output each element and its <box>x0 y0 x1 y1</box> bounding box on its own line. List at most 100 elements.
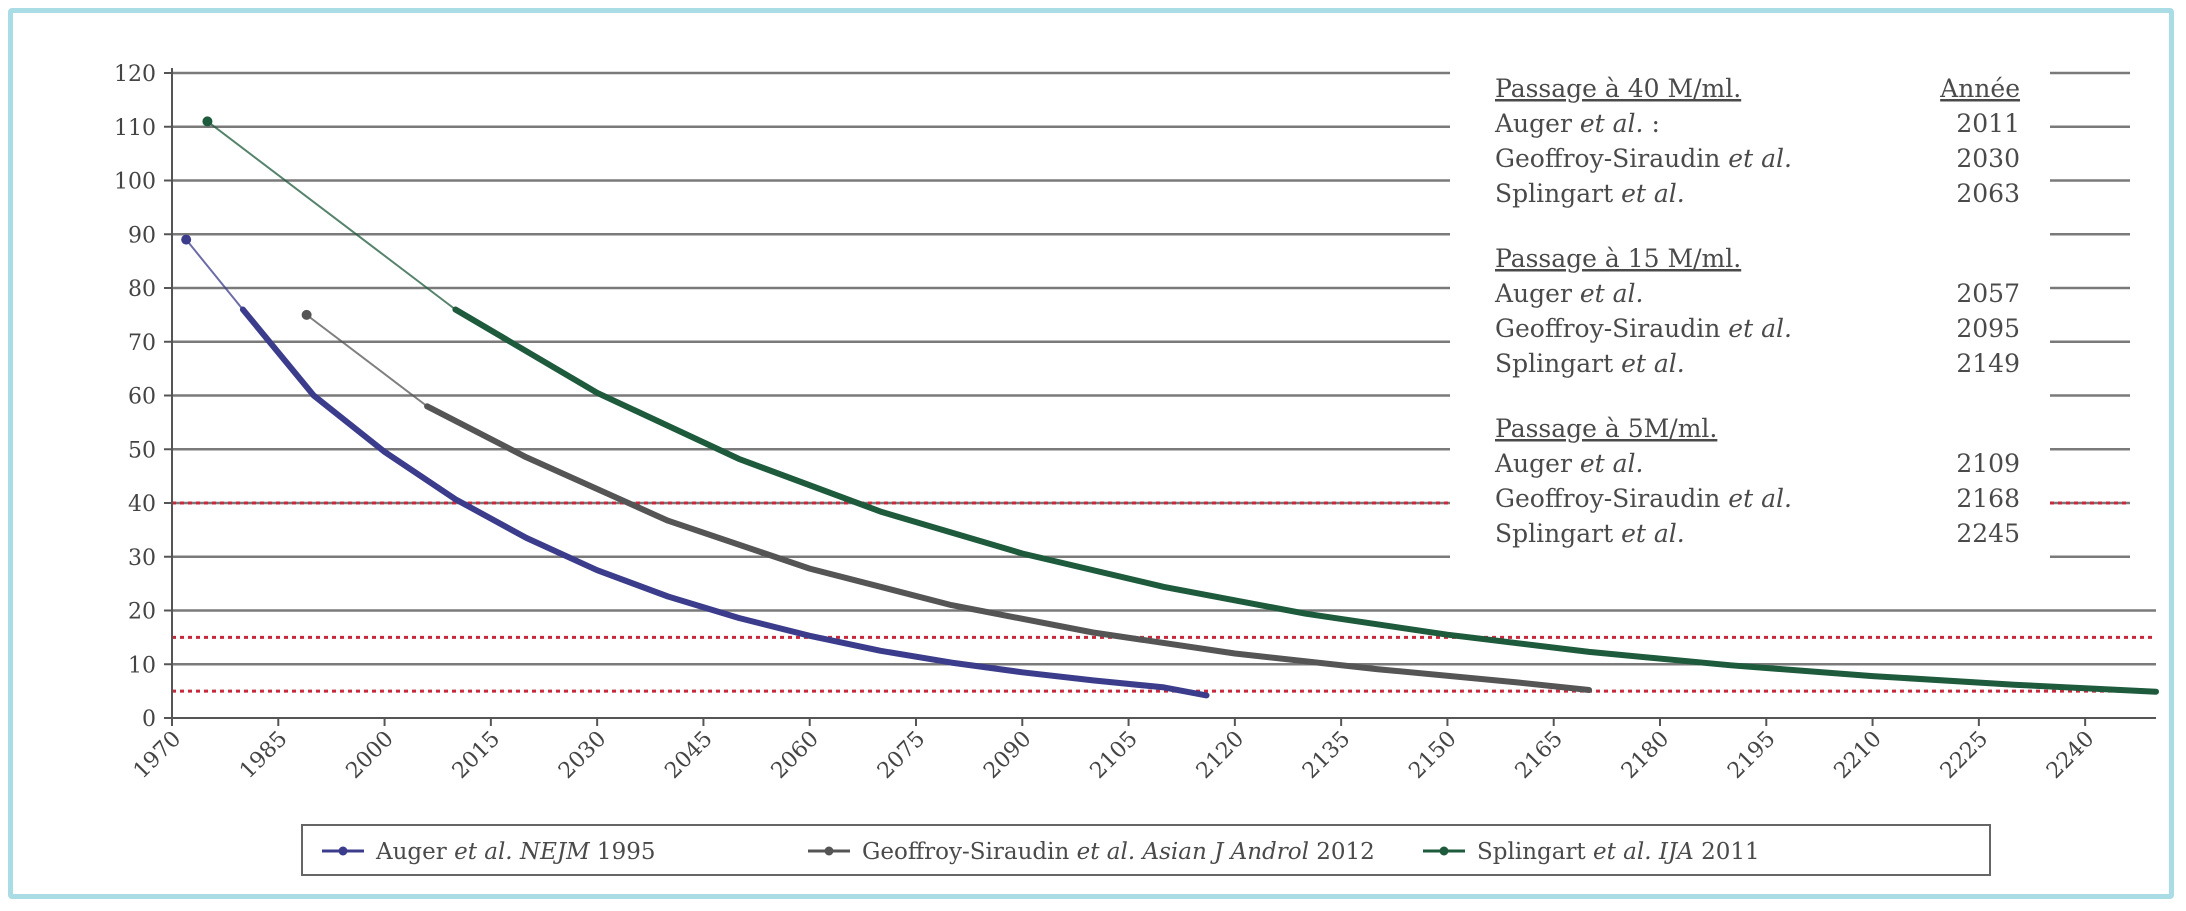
x-tick-label: 2225 <box>1936 727 1993 784</box>
y-tick-label: 100 <box>114 170 156 195</box>
legend-entry-part: et al. <box>454 839 513 865</box>
y-tick-label: 50 <box>128 438 156 463</box>
legend-entry-part <box>1652 839 1659 865</box>
x-tick-label: 2180 <box>1617 727 1674 784</box>
annotation-et-al: et al. <box>1580 279 1644 308</box>
legend-entry-part <box>513 839 520 865</box>
annotation-author-name: Geoffroy-Siraudin <box>1495 144 1720 173</box>
annotation-author-name: Auger <box>1494 109 1572 138</box>
legend-entry-part: 2012 <box>1309 839 1375 865</box>
y-tick-label: 10 <box>128 653 156 678</box>
annotation-et-al: et al. <box>1580 109 1644 138</box>
legend-marker <box>824 846 834 856</box>
annotation-heading: Passage à 5M/ml. <box>1495 414 1717 443</box>
annotation-year: 2109 <box>1956 449 2020 478</box>
annotation-et-al: et al. <box>1621 519 1685 548</box>
annotation-et-al: et al. <box>1580 449 1644 478</box>
legend: Auger et al. NEJM 1995 Geoffroy-Siraudin … <box>301 824 1991 876</box>
series-curve <box>239 306 1210 699</box>
legend-entry: Geoffroy-Siraudin et al. Asian J Androl … <box>862 839 1375 865</box>
y-tick-label: 90 <box>128 223 156 248</box>
annotation-author-name: Auger <box>1494 279 1572 308</box>
x-tick-label: 2105 <box>1086 727 1143 784</box>
annotation-author: Geoffroy-Siraudin et al. <box>1495 314 1792 343</box>
annotation-heading: Passage à 40 M/ml. <box>1495 74 1741 103</box>
annotation-author: Splingart et al. <box>1495 349 1685 378</box>
annotation-et-al: et al. <box>1728 144 1792 173</box>
x-tick-label: 2150 <box>1404 727 1461 784</box>
annotation-panel: Année Passage à 40 M/ml. Auger et al. : 201… <box>1494 74 2020 548</box>
x-tick-label: 2030 <box>554 727 611 784</box>
y-tick-label: 20 <box>128 600 156 625</box>
x-tick-label: 2015 <box>448 727 505 784</box>
annotation-year: 2030 <box>1956 144 2020 173</box>
x-tick-label: 2060 <box>767 727 824 784</box>
annotation-author: Geoffroy-Siraudin et al. <box>1495 484 1792 513</box>
annotation-year: 2149 <box>1956 349 2020 378</box>
x-tick-label: 2120 <box>1192 727 1249 784</box>
series-lead-line <box>206 120 457 311</box>
annotation-author: Auger et al. <box>1494 279 1644 308</box>
annotation-year: 2063 <box>1956 179 2020 208</box>
annotation-author-name: Geoffroy-Siraudin <box>1495 484 1720 513</box>
x-tick-label: 2135 <box>1298 727 1355 784</box>
legend-entry: Auger et al. NEJM 1995 <box>375 839 655 865</box>
legend-entry-part: IJA <box>1658 839 1694 865</box>
legend-entry-part: NEJM <box>519 839 591 865</box>
y-tick-label: 30 <box>128 546 156 571</box>
series-start-point <box>181 234 192 245</box>
series-lead-line <box>306 314 428 408</box>
annotation-author: Auger et al. <box>1494 449 1644 478</box>
annotation-year-header: Année <box>1939 74 2020 103</box>
annotation-year: 2095 <box>1956 314 2020 343</box>
y-tick-label: 0 <box>142 707 156 732</box>
legend-box <box>301 824 1991 876</box>
annotation-author: Splingart et al. <box>1495 519 1685 548</box>
series-start-point <box>202 116 213 127</box>
y-tick-label: 60 <box>128 385 156 410</box>
annotation-et-al: et al. <box>1621 179 1685 208</box>
annotation-author-name: Auger <box>1494 449 1572 478</box>
x-tick-label: 2210 <box>1830 727 1887 784</box>
annotation-et-al: et al. <box>1621 349 1685 378</box>
series-start-point <box>301 309 312 320</box>
x-tick-label: 2000 <box>342 727 399 784</box>
legend-entry-part: et al. <box>1077 839 1136 865</box>
grid-layer <box>172 71 2156 666</box>
legend-entry-part: 2011 <box>1694 839 1760 865</box>
legend-entry-part: Auger <box>375 839 454 865</box>
legend-marker <box>1439 846 1449 856</box>
legend-marker <box>338 846 348 856</box>
y-tick-label: 120 <box>114 62 156 87</box>
x-tick-label: 2090 <box>979 727 1036 784</box>
y-tick-label: 80 <box>128 277 156 302</box>
y-tick-label: 70 <box>128 331 156 356</box>
annotation-author-name: Splingart <box>1495 349 1613 378</box>
legend-entry: Splingart et al. IJA 2011 <box>1477 839 1760 865</box>
x-tick-label: 1985 <box>235 727 292 784</box>
y-tick-label: 110 <box>114 116 156 141</box>
annotation-year: 2168 <box>1956 484 2020 513</box>
annotation-author: Geoffroy-Siraudin et al. <box>1495 144 1792 173</box>
legend-entry-part: Asian J Androl <box>1140 839 1308 865</box>
annotation-et-al: et al. <box>1728 314 1792 343</box>
series-lead-line <box>185 238 244 311</box>
annotation-author-name: Splingart <box>1495 519 1613 548</box>
legend-entry-part: et al. <box>1593 839 1652 865</box>
chart-frame <box>8 8 2174 899</box>
legend-entry-part: 1995 <box>590 839 656 865</box>
annotation-year: 2057 <box>1956 279 2020 308</box>
annotation-author-name: Splingart <box>1495 179 1613 208</box>
annotation-year: 2011 <box>1956 109 2020 138</box>
x-tick-label: 2045 <box>660 727 717 784</box>
series-layer <box>181 116 2159 699</box>
x-tick-label: 2075 <box>873 727 930 784</box>
annotation-heading: Passage à 15 M/ml. <box>1495 244 1741 273</box>
x-tick-label: 2240 <box>2042 727 2099 784</box>
series-curve <box>452 306 2159 695</box>
y-tick-label: 40 <box>128 492 156 517</box>
annotation-author: Splingart et al. <box>1495 179 1685 208</box>
annotation-year: 2245 <box>1956 519 2020 548</box>
series-curve <box>424 403 1593 693</box>
annotation-et-al: et al. <box>1728 484 1792 513</box>
